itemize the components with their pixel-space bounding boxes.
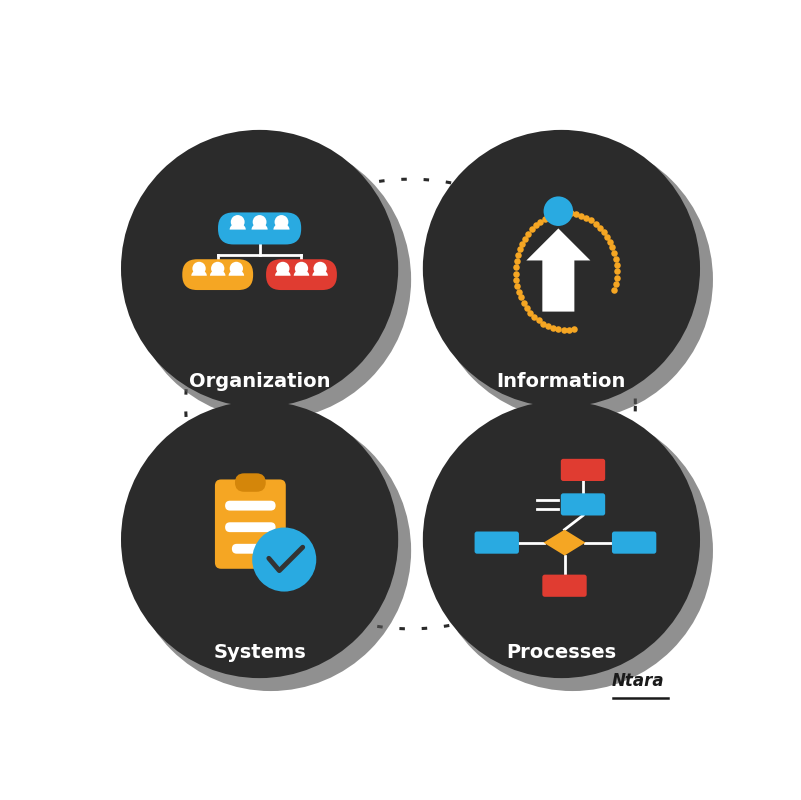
Circle shape [252, 215, 267, 229]
Polygon shape [312, 270, 328, 276]
FancyBboxPatch shape [561, 494, 606, 515]
Point [509, 267, 522, 280]
Polygon shape [275, 270, 291, 276]
Circle shape [211, 262, 224, 275]
Point [570, 208, 582, 221]
Point [580, 211, 593, 224]
Point [552, 323, 565, 336]
Point [597, 226, 610, 238]
Point [516, 238, 529, 250]
Point [541, 320, 554, 333]
Point [513, 286, 525, 298]
Circle shape [131, 410, 411, 691]
Point [511, 279, 524, 292]
FancyBboxPatch shape [542, 574, 586, 597]
FancyBboxPatch shape [231, 544, 269, 554]
Point [610, 258, 623, 271]
Circle shape [252, 527, 316, 591]
Point [537, 317, 549, 330]
Text: Information: Information [497, 372, 626, 390]
Point [585, 214, 598, 227]
Point [565, 207, 578, 220]
Point [517, 297, 530, 310]
Polygon shape [210, 270, 225, 276]
Point [610, 278, 622, 290]
Point [568, 323, 581, 336]
Point [524, 306, 537, 319]
Point [510, 274, 523, 286]
Point [594, 222, 606, 234]
Point [546, 322, 559, 334]
Polygon shape [191, 270, 207, 276]
Polygon shape [294, 270, 309, 276]
Point [559, 206, 572, 219]
Circle shape [131, 139, 411, 420]
Text: Ntara: Ntara [612, 673, 665, 690]
Text: Organization: Organization [189, 372, 330, 390]
Point [521, 302, 533, 314]
FancyBboxPatch shape [612, 531, 656, 554]
Circle shape [276, 262, 289, 275]
Circle shape [275, 215, 288, 229]
FancyBboxPatch shape [474, 531, 519, 554]
Point [575, 210, 588, 222]
Circle shape [121, 130, 398, 407]
Circle shape [432, 410, 713, 691]
Circle shape [121, 401, 398, 678]
Point [538, 212, 551, 225]
FancyBboxPatch shape [225, 522, 276, 532]
Polygon shape [228, 270, 244, 276]
Point [606, 241, 618, 254]
FancyBboxPatch shape [235, 474, 266, 492]
Point [601, 230, 614, 243]
Text: Processes: Processes [506, 642, 617, 662]
Point [509, 261, 522, 274]
Point [511, 249, 524, 262]
Point [562, 324, 575, 337]
Circle shape [230, 262, 243, 275]
Point [529, 218, 542, 231]
Point [515, 291, 528, 304]
Point [549, 208, 562, 221]
Polygon shape [544, 530, 586, 555]
Point [610, 265, 623, 278]
Circle shape [295, 262, 308, 275]
Polygon shape [230, 223, 246, 230]
FancyBboxPatch shape [266, 259, 337, 290]
Point [532, 314, 545, 326]
Point [610, 271, 623, 284]
Text: Systems: Systems [213, 642, 306, 662]
FancyBboxPatch shape [225, 501, 276, 510]
Point [525, 222, 538, 235]
FancyBboxPatch shape [215, 479, 286, 569]
Circle shape [313, 262, 327, 275]
Polygon shape [273, 223, 289, 230]
Point [518, 232, 531, 245]
Point [603, 235, 616, 248]
Point [608, 246, 621, 259]
FancyBboxPatch shape [218, 213, 301, 245]
Circle shape [423, 130, 700, 407]
FancyBboxPatch shape [561, 459, 606, 481]
Polygon shape [252, 223, 268, 230]
Point [557, 323, 570, 336]
Circle shape [544, 197, 574, 226]
FancyBboxPatch shape [183, 259, 253, 290]
Point [521, 227, 534, 240]
Point [533, 215, 546, 228]
Point [510, 255, 523, 268]
Point [528, 310, 541, 323]
Point [610, 253, 622, 266]
Circle shape [231, 215, 244, 229]
Polygon shape [526, 229, 590, 312]
Point [608, 283, 621, 296]
Circle shape [192, 262, 206, 275]
Point [589, 218, 602, 230]
Circle shape [423, 401, 700, 678]
Circle shape [432, 139, 713, 420]
Point [553, 207, 566, 220]
Point [543, 210, 556, 222]
Point [513, 243, 526, 256]
